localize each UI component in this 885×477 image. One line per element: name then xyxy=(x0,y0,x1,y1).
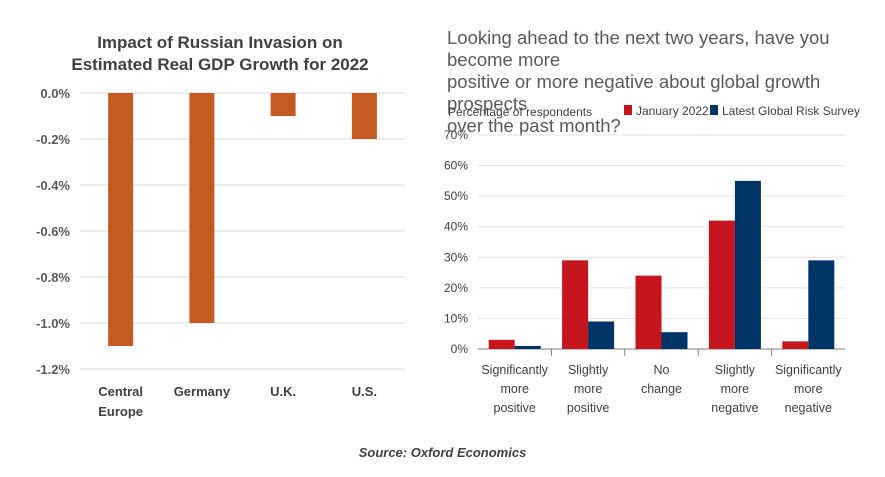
bar xyxy=(108,93,134,346)
left-title-line-1: Impact of Russian Invasion on xyxy=(97,33,343,52)
right-chart-title: Looking ahead to the next two years, hav… xyxy=(447,27,877,137)
right-title-line-3: over the past month? xyxy=(447,115,621,136)
y-tick-label: 0.0% xyxy=(40,86,70,101)
y-tick-label: -0.2% xyxy=(36,132,70,147)
source-note: Source: Oxford Economics xyxy=(358,445,527,460)
x-tick-label: Germany xyxy=(174,384,231,399)
x-tick-label: Central xyxy=(98,384,143,399)
y-tick-label: -0.4% xyxy=(36,178,70,193)
y-tick-label: -1.2% xyxy=(36,362,70,377)
right-title-line-2: positive or more negative about global g… xyxy=(447,71,821,114)
y-tick-label: -0.8% xyxy=(36,270,70,285)
bar xyxy=(189,93,215,323)
x-tick-label: Europe xyxy=(98,404,143,419)
bar xyxy=(270,93,296,116)
right-title-line-1: Looking ahead to the next two years, hav… xyxy=(447,27,830,70)
x-tick-label: U.K. xyxy=(270,384,296,399)
x-tick-label: U.S. xyxy=(352,384,377,399)
y-tick-label: -0.6% xyxy=(36,224,70,239)
y-tick-label: -1.0% xyxy=(36,316,70,331)
left-title-line-2: Estimated Real GDP Growth for 2022 xyxy=(71,55,369,74)
left-chart-title: Impact of Russian Invasion on Estimated … xyxy=(60,32,380,76)
bar xyxy=(351,93,377,139)
